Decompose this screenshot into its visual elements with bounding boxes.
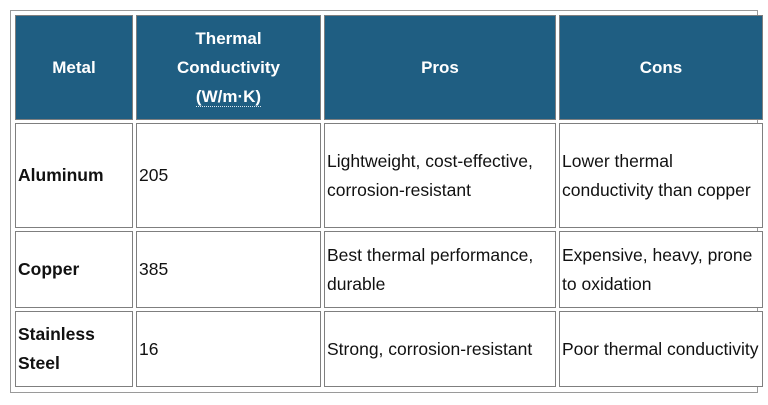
cell-metal: Copper [15,231,133,308]
header-conductivity-line2: Conductivity [177,58,280,77]
table-row: Copper 385 Best thermal performance, dur… [15,231,763,308]
header-conductivity-line1: Thermal [195,29,262,48]
table-row: Stainless Steel 16 Strong, corrosion-res… [15,311,763,387]
cell-metal: Aluminum [15,123,133,228]
cell-cons: Lower thermal conductivity than copper [559,123,763,228]
header-metal: Metal [15,15,133,120]
cell-metal: Stainless Steel [15,311,133,387]
table-row: Aluminum 205 Lightweight, cost-effective… [15,123,763,228]
cell-cons: Expensive, heavy, prone to oxidation [559,231,763,308]
cell-conductivity: 205 [136,123,321,228]
metal-comparison-table: Metal Thermal Conductivity (W/m·K) Pros … [12,12,766,390]
cell-pros: Lightweight, cost-effective, corrosion-r… [324,123,556,228]
cell-cons: Poor thermal conductivity [559,311,763,387]
cell-conductivity: 385 [136,231,321,308]
header-pros: Pros [324,15,556,120]
header-cons: Cons [559,15,763,120]
cell-conductivity: 16 [136,311,321,387]
cell-pros: Strong, corrosion-resistant [324,311,556,387]
header-conductivity-unit: (W/m·K) [195,87,262,107]
cell-pros: Best thermal performance, durable [324,231,556,308]
header-thermal-conductivity: Thermal Conductivity (W/m·K) [136,15,321,120]
header-row: Metal Thermal Conductivity (W/m·K) Pros … [15,15,763,120]
